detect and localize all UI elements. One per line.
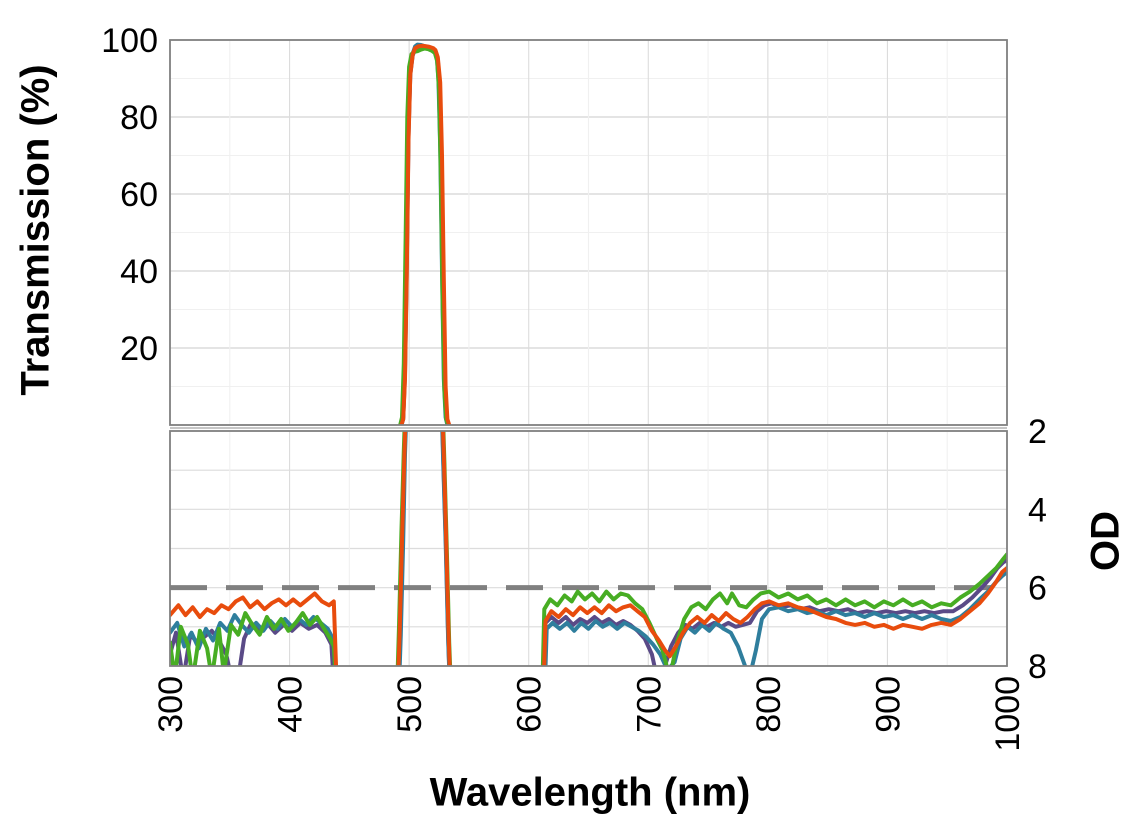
y-left-tick-label-80: 80 bbox=[120, 99, 158, 137]
x-tick-label-900: 900 bbox=[869, 676, 907, 733]
y-left-tick-label-40: 40 bbox=[120, 253, 158, 291]
series-od-sample-orange bbox=[170, 431, 1007, 666]
x-tick-label-400: 400 bbox=[272, 676, 310, 733]
bottom-panel-border bbox=[169, 430, 1008, 667]
y-left-tick-label-60: 60 bbox=[120, 176, 158, 214]
left-axis-title: Transmission (%) bbox=[13, 64, 58, 396]
x-tick-label-700: 700 bbox=[630, 676, 668, 733]
x-tick-label-600: 600 bbox=[511, 676, 549, 733]
x-axis-title: Wavelength (nm) bbox=[429, 770, 751, 815]
series-transmission-sample-orange bbox=[399, 43, 452, 425]
x-tick-label-800: 800 bbox=[750, 676, 788, 733]
right-axis-title: OD bbox=[1083, 511, 1128, 571]
x-tick-label-1000: 1000 bbox=[989, 676, 1027, 752]
top-panel-border bbox=[169, 39, 1008, 426]
y-left-tick-label-100: 100 bbox=[101, 22, 158, 60]
series-od-sample-green bbox=[170, 431, 1007, 666]
y-left-tick-label-20: 20 bbox=[120, 330, 158, 368]
y-right-tick-label-6: 6 bbox=[1028, 570, 1047, 608]
y-right-tick-label-8: 8 bbox=[1028, 648, 1047, 686]
y-right-tick-label-4: 4 bbox=[1028, 491, 1047, 529]
x-tick-label-500: 500 bbox=[391, 676, 429, 733]
y-right-tick-label-2: 2 bbox=[1028, 413, 1047, 451]
x-tick-label-300: 300 bbox=[152, 676, 190, 733]
